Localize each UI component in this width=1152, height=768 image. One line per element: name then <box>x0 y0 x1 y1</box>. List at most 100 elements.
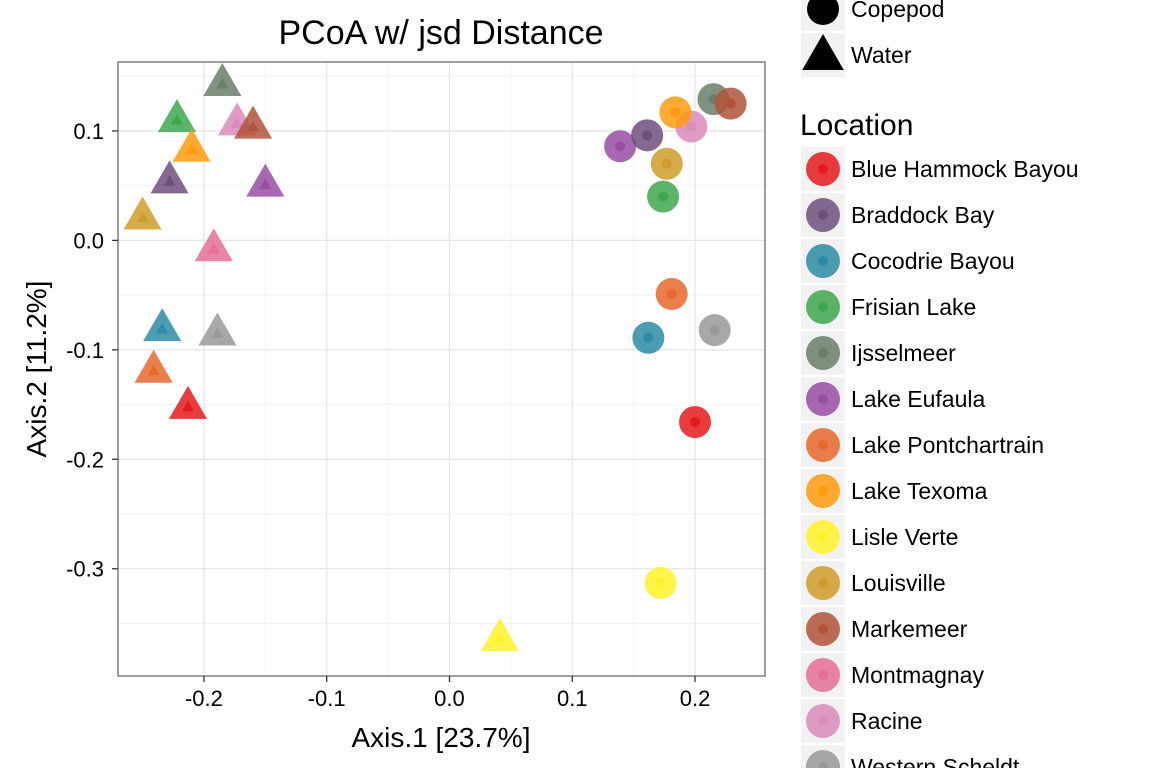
point-triangle-core <box>246 120 260 132</box>
data-point <box>714 87 747 120</box>
point-triangle-core <box>181 400 195 412</box>
legend-color-core <box>818 486 828 496</box>
y-tick-label: -0.3 <box>66 557 104 582</box>
point-circle-core <box>666 289 677 300</box>
data-point <box>679 406 712 439</box>
x-tick-label: 0.0 <box>434 686 465 711</box>
point-circle-core <box>643 332 654 343</box>
color-legend-item: Louisville <box>799 559 946 607</box>
color-legend-label: Racine <box>851 708 923 734</box>
plot-area: -0.2 -0.1 0.0 0.1 0.2 0.1 0.0 -0.1 -0.2 -0.3 <box>66 61 766 711</box>
y-tick-label: 0.1 <box>73 119 104 144</box>
color-legend-item: Cocodrie Bayou <box>799 237 1015 285</box>
data-point <box>172 128 211 162</box>
data-point <box>123 196 162 230</box>
point-circle-core <box>661 158 672 169</box>
data-point <box>604 130 637 163</box>
point-triangle-core <box>147 364 160 376</box>
color-legend-item: Braddock Bay <box>799 191 995 239</box>
point-triangle-core <box>211 327 224 339</box>
point-triangle-core <box>493 632 506 644</box>
color-legend-label: Lake Pontchartrain <box>851 432 1044 458</box>
data-point <box>644 566 677 599</box>
legend-color-core <box>818 716 828 726</box>
data-point <box>157 99 196 133</box>
point-circle-core <box>642 130 653 141</box>
data-point <box>659 96 692 129</box>
point-triangle-core <box>259 178 272 190</box>
color-legend-label: Lake Eufaula <box>851 386 985 412</box>
point-circle-core <box>686 121 697 132</box>
data-point <box>655 278 688 311</box>
legend-color-core <box>818 532 828 542</box>
color-legend-item: Markemeer <box>799 605 968 653</box>
shape-legend-item: Water <box>799 31 912 79</box>
color-legend-item: Lisle Verte <box>799 513 958 561</box>
color-legend-item: Frisian Lake <box>799 283 976 331</box>
color-legend-label: Frisian Lake <box>851 294 976 320</box>
color-legend-label: Western Scheldt <box>851 754 1020 768</box>
data-point <box>632 321 665 354</box>
data-point <box>650 147 683 180</box>
legend-color-core <box>818 164 828 174</box>
point-triangle-core <box>163 175 176 186</box>
legend-color-core <box>818 670 828 680</box>
color-legend-label: Markemeer <box>851 616 968 642</box>
legend-triangle-symbol <box>802 34 844 70</box>
color-legend-item: Lake Eufaula <box>799 375 985 423</box>
color-legend-item: Lake Texoma <box>799 467 988 515</box>
color-legend-label: Cocodrie Bayou <box>851 248 1015 274</box>
legend-color-core <box>818 394 828 404</box>
shape-legend-label: Copepod <box>851 0 944 22</box>
color-legend-item: Blue Hammock Bayou <box>799 145 1079 193</box>
point-circle-core <box>658 191 669 202</box>
data-point <box>631 119 664 152</box>
x-axis-title: Axis.1 [23.7%] <box>352 722 531 753</box>
legend-color-core <box>818 440 828 450</box>
color-legend-label: Braddock Bay <box>851 202 995 228</box>
point-circle-core <box>655 577 666 588</box>
legend-color-core <box>818 578 828 588</box>
data-point <box>647 180 680 213</box>
color-legend-label: Lisle Verte <box>851 524 958 550</box>
y-tick-label: -0.1 <box>66 338 104 363</box>
data-point <box>134 349 173 383</box>
data-point <box>203 62 242 96</box>
color-legend-title: Location <box>800 109 913 142</box>
shape-legend-item: Copepod <box>799 0 944 33</box>
legend-color-core <box>818 762 828 768</box>
data-point <box>233 105 273 139</box>
y-tick-label: 0.0 <box>73 228 104 253</box>
legend-color-core <box>818 302 828 312</box>
x-tick-label: 0.2 <box>680 686 711 711</box>
plot-border <box>117 61 766 677</box>
point-triangle-core <box>216 77 229 89</box>
data-point <box>143 308 182 342</box>
point-circle-core <box>670 107 681 118</box>
color-legend-item: Ijsselmeer <box>799 329 956 377</box>
point-circle-core <box>725 98 736 109</box>
x-tick-label: 0.1 <box>557 686 588 711</box>
point-triangle-core <box>136 211 149 223</box>
legend-circle-symbol <box>807 0 839 25</box>
y-axis-title: Axis.2 [11.2%] <box>21 281 52 458</box>
point-circle-core <box>709 325 720 336</box>
point-triangle-core <box>231 117 244 128</box>
point-triangle-core <box>170 114 183 125</box>
color-legend-item: Lake Pontchartrain <box>799 421 1044 469</box>
data-point <box>246 163 285 197</box>
legend-color-core <box>818 210 828 220</box>
legend: Copepod Water Location Blue Hammock Bayou Br… <box>799 0 1079 768</box>
color-legend-label: Montmagnay <box>851 662 984 688</box>
point-triangle-core <box>185 143 198 155</box>
color-legend-label: Ijsselmeer <box>851 340 956 366</box>
x-tick-label: -0.1 <box>308 686 346 711</box>
color-legend-label: Louisville <box>851 570 946 596</box>
color-legend-label: Lake Texoma <box>851 478 988 504</box>
data-point <box>480 617 519 651</box>
data-point <box>198 312 237 346</box>
point-triangle-core <box>156 323 169 334</box>
color-legend-item: Racine <box>799 697 923 745</box>
color-legend-item: Western Scheldt <box>799 743 1020 768</box>
